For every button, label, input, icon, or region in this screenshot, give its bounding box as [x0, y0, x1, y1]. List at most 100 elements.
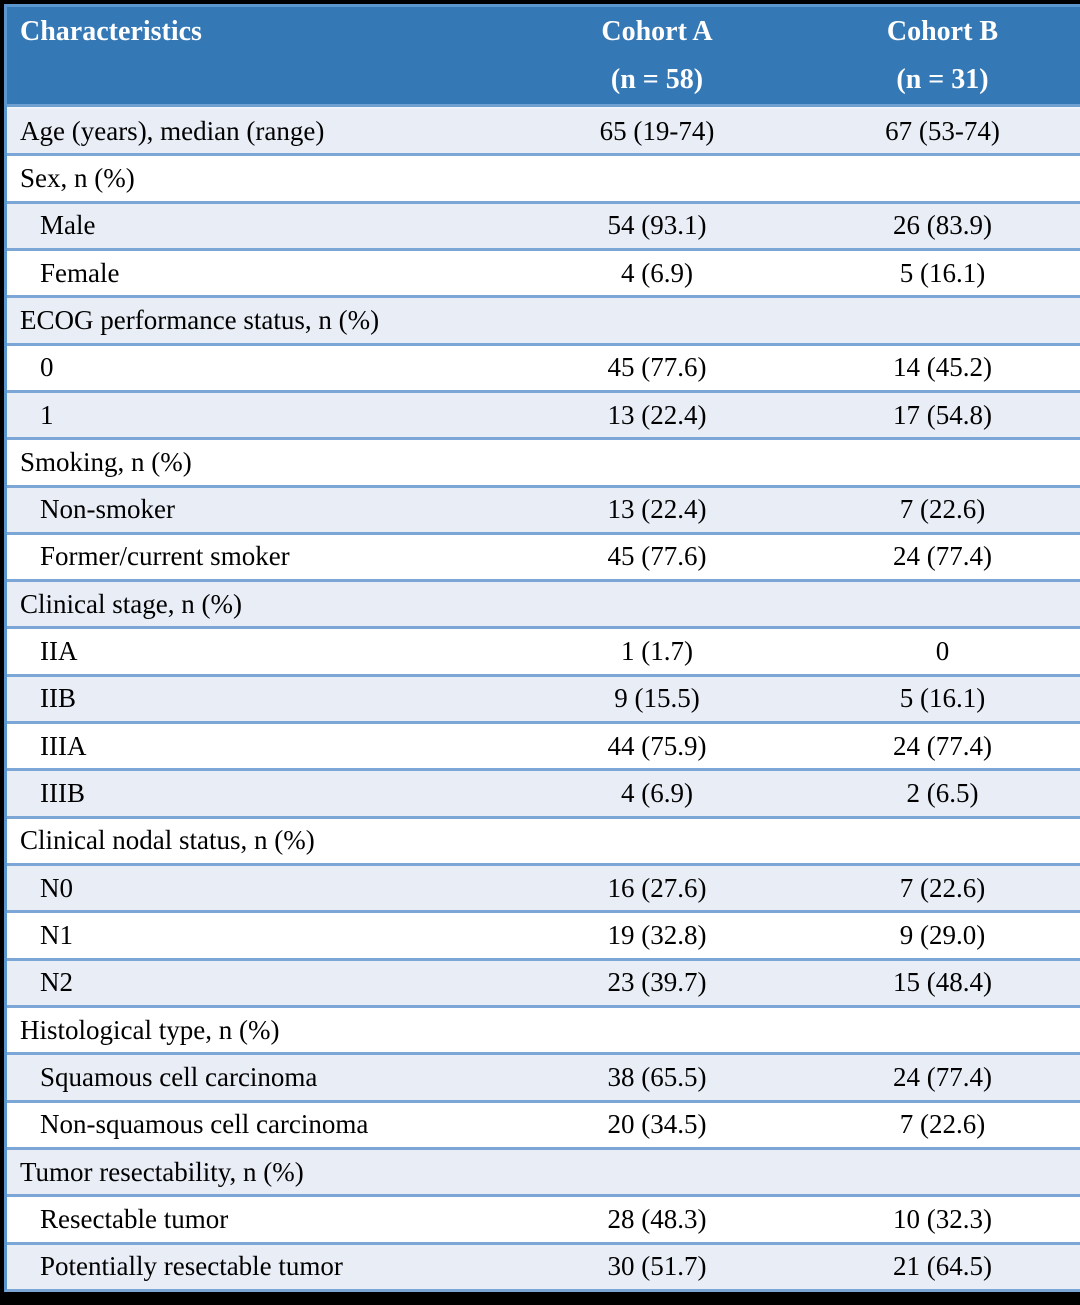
row-label: 1: [7, 389, 512, 438]
header-characteristics-spacer: [20, 63, 512, 96]
row-label: Female: [7, 247, 512, 296]
row-label: IIA: [7, 626, 512, 674]
cohort-b-value: 7 (22.6): [802, 484, 1080, 532]
header-characteristics: Characteristics: [7, 7, 512, 107]
patient-characteristics-table: Characteristics Cohort A (n = 58) Cohort…: [4, 4, 1080, 1292]
header-characteristics-label: Characteristics: [20, 16, 202, 47]
table-row: Non-squamous cell carcinoma 20 (34.5) 7 (2…: [7, 1099, 1080, 1147]
cohort-b-value: [802, 153, 1080, 201]
cohort-a-value: [512, 153, 802, 201]
cohort-a-value: [512, 815, 802, 863]
cohort-b-value: 15 (48.4): [802, 957, 1080, 1005]
table-header: Characteristics Cohort A (n = 58) Cohort…: [7, 7, 1080, 107]
cohort-a-value: 13 (22.4): [512, 484, 802, 532]
cohort-b-value: 24 (77.4): [802, 721, 1080, 769]
cohort-b-value: 24 (77.4): [802, 531, 1080, 580]
table-row: Female 4 (6.9) 5 (16.1): [7, 247, 1080, 296]
cohort-b-value: [802, 437, 1080, 485]
header-cohort-a: Cohort A (n = 58): [512, 7, 802, 107]
cohort-a-value: 65 (19-74): [512, 107, 802, 154]
cohort-b-value: [802, 1004, 1080, 1053]
row-label: Resectable tumor: [7, 1194, 512, 1242]
cohort-b-value: 24 (77.4): [802, 1052, 1080, 1100]
cohort-b-value: 7 (22.6): [802, 1099, 1080, 1147]
cohort-b-value: [802, 579, 1080, 627]
header-cohort-b: Cohort B (n = 31): [802, 7, 1080, 107]
cohort-b-name: Cohort B: [886, 16, 999, 47]
cohort-b-value: [802, 815, 1080, 863]
row-label: Non-squamous cell carcinoma: [7, 1099, 512, 1147]
row-label: Clinical nodal status, n (%): [7, 815, 512, 863]
cohort-a-value: 30 (51.7): [512, 1241, 802, 1289]
cohort-a-value: 19 (32.8): [512, 910, 802, 958]
row-label: Tumor resectability, n (%): [7, 1146, 512, 1195]
table-row: Age (years), median (range) 65 (19-74) 67 …: [7, 107, 1080, 154]
row-label: IIIB: [7, 768, 512, 816]
row-label: Non-smoker: [7, 484, 512, 532]
cohort-b-value: 26 (83.9): [802, 200, 1080, 248]
cohort-b-n: (n = 31): [896, 64, 989, 95]
cohort-a-value: 45 (77.6): [512, 531, 802, 580]
row-label: Male: [7, 200, 512, 248]
table-row: Resectable tumor 28 (48.3) 10 (32.3): [7, 1194, 1080, 1242]
table-row: Male 54 (93.1) 26 (83.9): [7, 200, 1080, 248]
row-label: N1: [7, 910, 512, 958]
cohort-b-value: 9 (29.0): [802, 910, 1080, 958]
table-row: Tumor resectability, n (%): [7, 1146, 1080, 1195]
table-row: ECOG performance status, n (%): [7, 295, 1080, 343]
cohort-a-value: 54 (93.1): [512, 200, 802, 248]
table-row: Former/current smoker 45 (77.6) 24 (77.4): [7, 531, 1080, 580]
cohort-a-value: 23 (39.7): [512, 957, 802, 1005]
table-row: Sex, n (%): [7, 153, 1080, 201]
table-row: Clinical stage, n (%): [7, 579, 1080, 627]
row-label: 0: [7, 342, 512, 390]
row-label: Smoking, n (%): [7, 437, 512, 485]
row-label: Potentially resectable tumor: [7, 1241, 512, 1289]
row-label: Squamous cell carcinoma: [7, 1052, 512, 1100]
table-row: IIIA 44 (75.9) 24 (77.4): [7, 721, 1080, 769]
row-label: Age (years), median (range): [7, 107, 512, 154]
cohort-a-value: 13 (22.4): [512, 389, 802, 438]
cohort-b-value: 10 (32.3): [802, 1194, 1080, 1242]
row-label: IIB: [7, 673, 512, 722]
cohort-a-value: 45 (77.6): [512, 342, 802, 390]
cohort-a-value: [512, 295, 802, 343]
table-row: Histological type, n (%): [7, 1004, 1080, 1053]
cohort-a-value: 4 (6.9): [512, 247, 802, 296]
cohort-b-value: 7 (22.6): [802, 863, 1080, 911]
cohort-a-value: 20 (34.5): [512, 1099, 802, 1147]
table-container: Characteristics Cohort A (n = 58) Cohort…: [4, 4, 1080, 1292]
table-row: 1 13 (22.4) 17 (54.8): [7, 389, 1080, 438]
table-row: Potentially resectable tumor 30 (51.7) 21 …: [7, 1241, 1080, 1289]
table-row: N2 23 (39.7) 15 (48.4): [7, 957, 1080, 1005]
cohort-a-value: 4 (6.9): [512, 768, 802, 816]
cohort-a-value: 9 (15.5): [512, 673, 802, 722]
cohort-a-name: Cohort A: [601, 16, 713, 47]
cohort-b-value: [802, 295, 1080, 343]
row-label: N2: [7, 957, 512, 1005]
header-row: Characteristics Cohort A (n = 58) Cohort…: [7, 7, 1080, 107]
cohort-a-value: 44 (75.9): [512, 721, 802, 769]
cohort-a-n: (n = 58): [610, 64, 704, 95]
table-row: N0 16 (27.6) 7 (22.6): [7, 863, 1080, 911]
row-label: ECOG performance status, n (%): [7, 295, 512, 343]
table-row: Smoking, n (%): [7, 437, 1080, 485]
cohort-b-value: 5 (16.1): [802, 247, 1080, 296]
table-row: 0 45 (77.6) 14 (45.2): [7, 342, 1080, 390]
cohort-b-value: 5 (16.1): [802, 673, 1080, 722]
table-row: N1 19 (32.8) 9 (29.0): [7, 910, 1080, 958]
table-row: Squamous cell carcinoma 38 (65.5) 24 (77.4…: [7, 1052, 1080, 1100]
cohort-a-value: 38 (65.5): [512, 1052, 802, 1100]
row-label: Clinical stage, n (%): [7, 579, 512, 627]
cohort-a-value: [512, 579, 802, 627]
row-label: Former/current smoker: [7, 531, 512, 580]
cohort-a-value: [512, 1146, 802, 1195]
cohort-a-value: 1 (1.7): [512, 626, 802, 674]
table-row: IIA 1 (1.7) 0: [7, 626, 1080, 674]
row-label: Sex, n (%): [7, 153, 512, 201]
cohort-b-value: 2 (6.5): [802, 768, 1080, 816]
cohort-a-value: 28 (48.3): [512, 1194, 802, 1242]
cohort-b-value: 21 (64.5): [802, 1241, 1080, 1289]
table-row: IIB 9 (15.5) 5 (16.1): [7, 673, 1080, 722]
table-row: Non-smoker 13 (22.4) 7 (22.6): [7, 484, 1080, 532]
